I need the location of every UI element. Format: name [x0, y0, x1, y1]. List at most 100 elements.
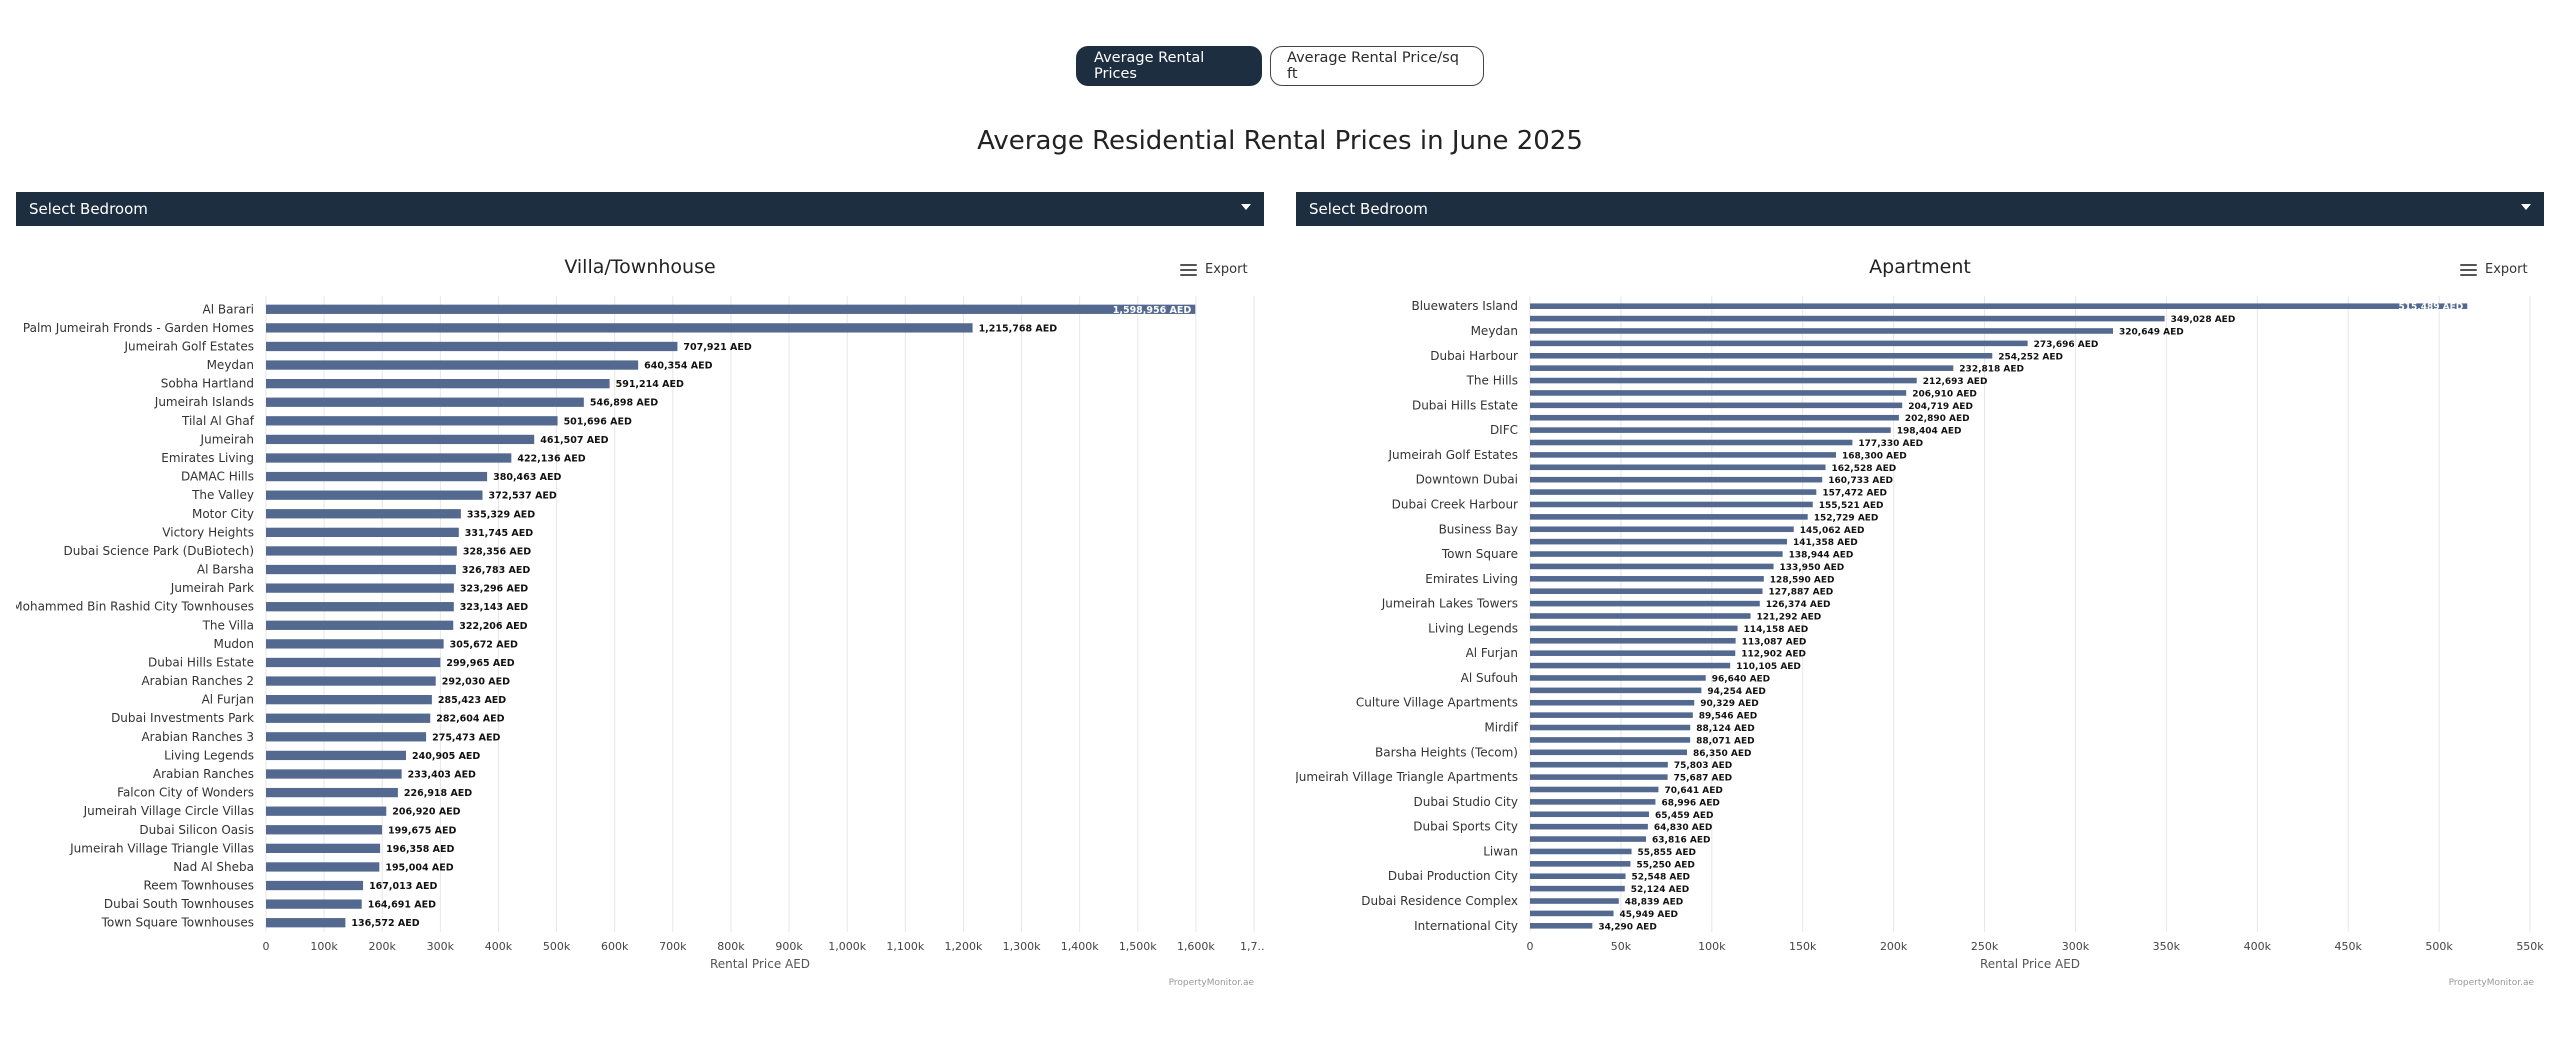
villa-credit: PropertyMonitor.ae — [1168, 978, 1254, 988]
bar — [266, 434, 535, 445]
category-label: Palm Jumeirah Fronds - Garden Homes — [23, 321, 254, 335]
data-label: 94,254 AED — [1707, 687, 1765, 697]
bar — [1530, 861, 1631, 867]
villa-export-button[interactable]: Export — [1180, 262, 1248, 277]
category-label: Al Barari — [203, 302, 255, 316]
data-label: 206,920 AED — [392, 807, 460, 818]
category-label: Reem Townhouses — [143, 879, 254, 893]
data-label: 52,124 AED — [1631, 885, 1689, 895]
apartment-export-button[interactable]: Export — [2460, 262, 2528, 277]
bar — [1530, 551, 1783, 557]
apartment-bar-chart-svg: 0 50k 100k 150k 200k 250k 300k 350k 400k 450k 500k… — [1296, 296, 2544, 970]
category-label: Dubai Silicon Oasis — [139, 823, 254, 837]
bar — [1530, 873, 1626, 880]
x-tick-label: 1,500k — [1119, 940, 1157, 953]
data-label: 206,910 AED — [1912, 389, 1977, 399]
category-label: Al Sufouh — [1461, 671, 1518, 685]
category-label: Jumeirah Golf Estates — [1387, 448, 1518, 462]
x-tick-label: 1,100k — [886, 940, 924, 953]
bar — [1530, 340, 2028, 347]
data-label: 110,105 AED — [1736, 662, 1801, 672]
category-label: Meydan — [1471, 324, 1518, 338]
category-label: Dubai Studio City — [1413, 795, 1518, 809]
data-label: 88,071 AED — [1696, 736, 1754, 746]
data-label: 88,124 AED — [1696, 724, 1754, 734]
data-label: 55,855 AED — [1638, 848, 1696, 858]
x-tick-label: 350k — [2153, 940, 2181, 953]
export-label: Export — [1205, 262, 1248, 277]
tab-average-rental-prices[interactable]: Average Rental Prices — [1076, 46, 1262, 86]
data-label: 52,548 AED — [1632, 873, 1690, 883]
category-label: DIFC — [1490, 423, 1518, 437]
category-label: Jumeirah Islands — [154, 395, 254, 409]
data-label: 461,507 AED — [540, 435, 608, 446]
bar — [1530, 737, 1691, 743]
data-label: 45,949 AED — [1620, 910, 1678, 920]
bar — [1530, 303, 2468, 309]
data-label: 121,292 AED — [1757, 613, 1822, 623]
category-label: Tilal Al Ghaf — [181, 414, 255, 428]
data-label: 168,300 AED — [1842, 451, 1907, 461]
data-label: 96,640 AED — [1712, 674, 1770, 684]
data-label: 198,404 AED — [1897, 427, 1962, 437]
bar — [266, 471, 488, 482]
data-label: 285,423 AED — [438, 695, 506, 706]
category-label: Town Square Townhouses — [101, 916, 254, 930]
bar — [1530, 910, 1614, 917]
tab-average-rental-price-sqft[interactable]: Average Rental Price/sq ft — [1270, 46, 1484, 86]
category-label: Mirdif — [1484, 721, 1518, 735]
bar — [266, 323, 973, 333]
category-label: Jumeirah Village Triangle Apartments — [1296, 770, 1518, 784]
data-label: 546,898 AED — [590, 398, 658, 409]
bar — [266, 304, 1196, 314]
bar — [266, 899, 362, 909]
x-tick-label: 400k — [485, 940, 513, 953]
data-label: 157,472 AED — [1822, 489, 1887, 499]
bar — [1530, 538, 1788, 545]
category-label: Bluewaters Island — [1411, 299, 1518, 313]
menu-icon — [1180, 263, 1197, 276]
data-label: 196,358 AED — [386, 844, 454, 855]
apartment-select-bedroom-dropdown[interactable]: Select Bedroom — [1296, 192, 2544, 226]
chevron-down-icon — [1241, 204, 1251, 210]
category-label: Arabian Ranches 3 — [141, 730, 254, 744]
bar — [1530, 489, 1817, 495]
x-tick-label: 100k — [1698, 940, 1726, 953]
bar — [1530, 402, 1903, 409]
data-label: 292,030 AED — [442, 677, 510, 688]
bar — [266, 360, 639, 370]
bar — [1530, 662, 1731, 669]
villa-bar-chart-svg: 0 100k 200k 300k 400k 500k 600k 700k 800k 900k 1,0… — [16, 296, 1264, 970]
data-label: 202,890 AED — [1905, 414, 1970, 424]
bar — [1530, 848, 1632, 855]
category-label: Town Square — [1441, 547, 1518, 561]
bar — [1530, 563, 1774, 570]
bar — [1530, 675, 1706, 681]
data-label: 240,905 AED — [412, 751, 480, 762]
data-label: 335,329 AED — [467, 509, 535, 520]
x-axis-label: Rental Price AED — [1980, 957, 2080, 970]
bar — [1530, 811, 1650, 818]
data-label: 64,830 AED — [1654, 823, 1712, 833]
bar — [1530, 576, 1764, 582]
category-label: Al Furjan — [1466, 646, 1518, 660]
bar — [266, 546, 457, 556]
bar — [1530, 514, 1808, 520]
category-label: Al Furjan — [202, 693, 254, 707]
bar — [1530, 650, 1736, 656]
villa-chart: Villa/Townhouse Export 0 100k 200k 300k 400k… — [16, 250, 1264, 990]
x-tick-label: 700k — [659, 940, 687, 953]
villa-select-bedroom-dropdown[interactable]: Select Bedroom — [16, 192, 1264, 226]
data-label: 320,649 AED — [2119, 327, 2184, 337]
bar — [1530, 414, 1899, 421]
data-label: 591,214 AED — [616, 379, 684, 390]
data-label: 1,215,768 AED — [979, 323, 1058, 334]
bar — [266, 620, 454, 630]
data-label: 195,004 AED — [385, 862, 453, 873]
data-label: 70,641 AED — [1664, 786, 1722, 796]
x-tick-label: 1,300k — [1003, 940, 1041, 953]
category-label: Dubai Harbour — [1430, 349, 1518, 363]
category-label: DAMAC Hills — [181, 470, 254, 484]
bar — [1530, 724, 1691, 731]
data-label: 145,062 AED — [1800, 526, 1865, 536]
